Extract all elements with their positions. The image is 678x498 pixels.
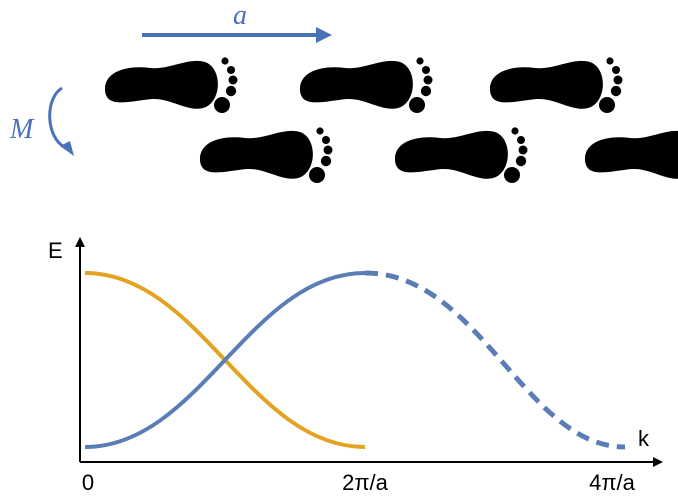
footprints bbox=[105, 57, 678, 183]
translation-label: a bbox=[233, 0, 247, 31]
rotation-arrow bbox=[50, 88, 66, 148]
x-axis-label: k bbox=[638, 426, 650, 451]
y-axis-label: E bbox=[48, 238, 63, 263]
x-tick-label: 2π/a bbox=[342, 470, 389, 495]
rotation-label: M bbox=[9, 114, 35, 145]
diagram: a M E k 0 2π/a 4π/a bbox=[0, 0, 678, 498]
arrow-head bbox=[60, 141, 74, 156]
blue-band bbox=[85, 273, 365, 447]
blue-band-extended bbox=[365, 273, 625, 447]
x-tick-label: 4π/a bbox=[589, 470, 636, 495]
arrow-head bbox=[316, 27, 332, 43]
x-tick-label: 0 bbox=[82, 470, 94, 495]
